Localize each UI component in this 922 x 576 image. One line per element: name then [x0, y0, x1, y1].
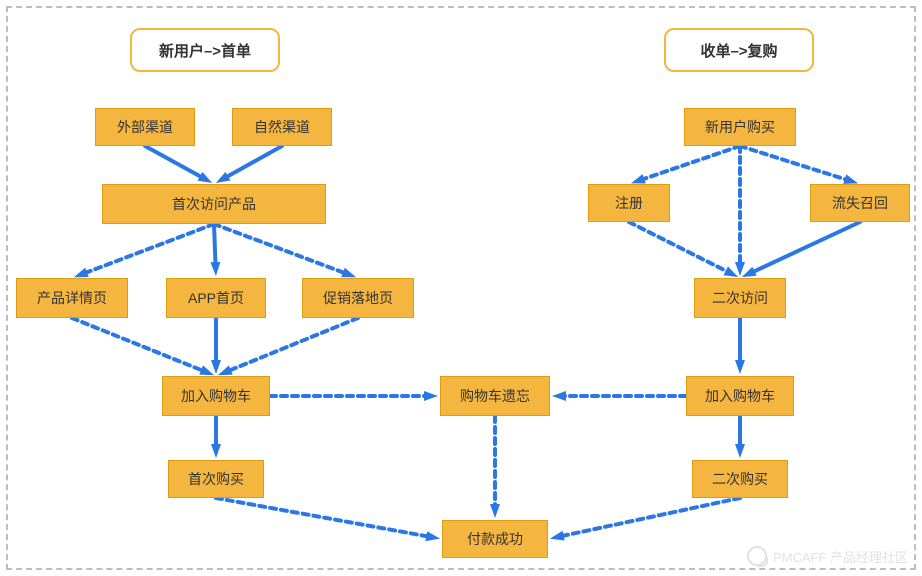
header-left: 新用户–>首单	[130, 28, 280, 72]
watermark-icon	[747, 546, 767, 566]
node-register: 注册	[588, 184, 670, 222]
node-second_buy: 二次购买	[692, 460, 788, 498]
node-app_home: APP首页	[166, 278, 266, 318]
node-new_user_buy: 新用户购买	[684, 108, 796, 146]
node-first_buy: 首次购买	[168, 460, 264, 498]
node-second_visit: 二次访问	[694, 278, 786, 318]
node-lost_recall: 流失召回	[810, 184, 910, 222]
node-add_cart_r: 加入购物车	[686, 376, 794, 416]
watermark: PMCAFF 产品经理社区	[747, 546, 908, 566]
node-first_visit: 首次访问产品	[102, 184, 326, 224]
diagram-canvas: PMCAFF 产品经理社区 新用户–>首单 收单–>复购外部渠道自然渠道首次访问产…	[0, 0, 922, 576]
node-cart_forgot: 购物车遗忘	[440, 376, 550, 416]
node-pay_success: 付款成功	[442, 520, 548, 558]
header-right: 收单–>复购	[664, 28, 814, 72]
node-add_cart_l: 加入购物车	[162, 376, 270, 416]
watermark-text: PMCAFF 产品经理社区	[773, 547, 908, 566]
node-ext_channel: 外部渠道	[95, 108, 195, 146]
node-prod_detail: 产品详情页	[16, 278, 128, 318]
node-nat_channel: 自然渠道	[232, 108, 332, 146]
node-promo_page: 促销落地页	[302, 278, 414, 318]
